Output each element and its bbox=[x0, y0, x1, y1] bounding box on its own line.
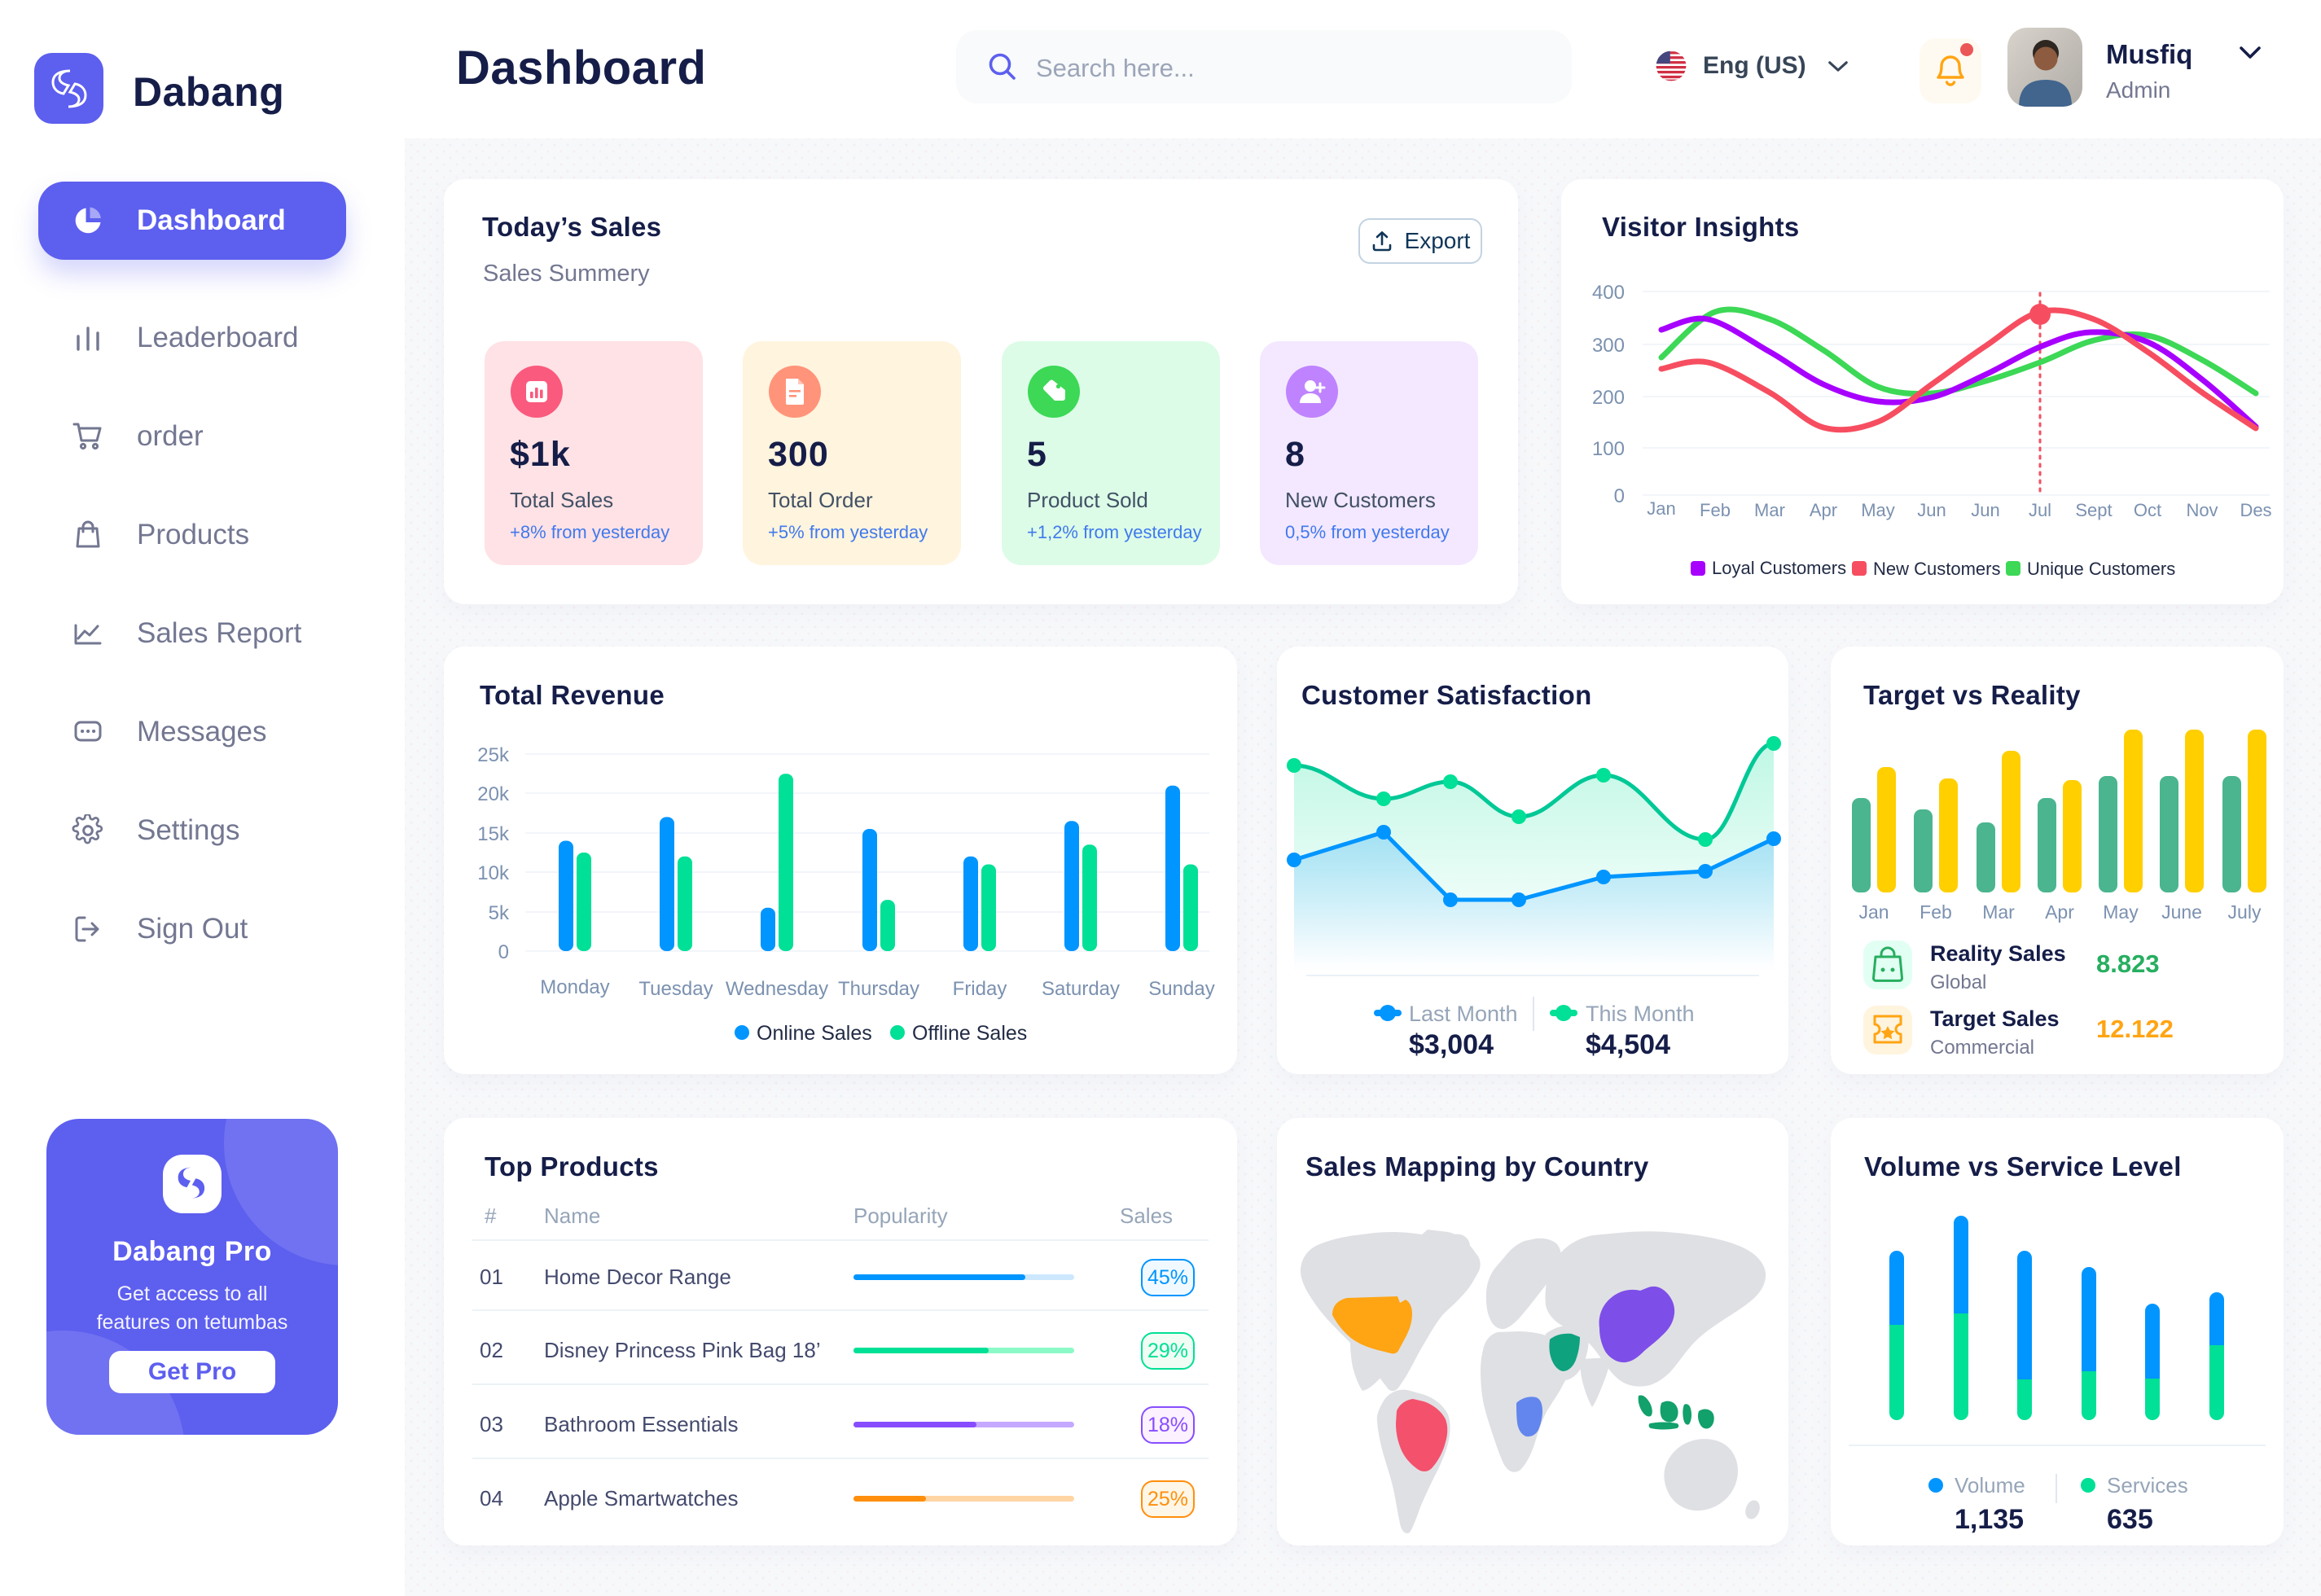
svg-text:Mar: Mar bbox=[1982, 901, 2015, 923]
svg-text:Target Sales: Target Sales bbox=[1930, 1006, 2060, 1031]
svg-text:Services: Services bbox=[2107, 1473, 2188, 1497]
svg-text:Thursday: Thursday bbox=[838, 978, 919, 1000]
svg-text:45%: 45% bbox=[1147, 1266, 1188, 1289]
svg-text:$3,004: $3,004 bbox=[1409, 1029, 1494, 1060]
svg-text:July: July bbox=[2228, 901, 2262, 923]
svg-text:200: 200 bbox=[1592, 387, 1625, 409]
svg-text:Home Decor Range: Home Decor Range bbox=[544, 1265, 731, 1289]
svg-text:Saturday: Saturday bbox=[1042, 978, 1120, 1000]
svg-text:20k: 20k bbox=[477, 783, 510, 805]
svg-text:Friday: Friday bbox=[953, 978, 1007, 1000]
svg-text:Feb: Feb bbox=[1920, 901, 1952, 923]
svg-text:Apr: Apr bbox=[1810, 500, 1837, 520]
svg-text:8.823: 8.823 bbox=[2096, 949, 2160, 978]
svg-text:Jan: Jan bbox=[1647, 498, 1675, 519]
svg-text:New Customers: New Customers bbox=[1873, 559, 2000, 579]
svg-text:0: 0 bbox=[498, 941, 509, 963]
svg-text:Nov: Nov bbox=[2186, 500, 2218, 520]
svg-text:Reality Sales: Reality Sales bbox=[1930, 941, 2066, 966]
svg-text:This Month: This Month bbox=[1586, 1002, 1695, 1026]
svg-text:Volume: Volume bbox=[1955, 1473, 2025, 1497]
svg-text:02: 02 bbox=[480, 1338, 503, 1362]
svg-text:May: May bbox=[1861, 500, 1895, 520]
svg-text:25k: 25k bbox=[477, 744, 510, 766]
svg-text:Jul: Jul bbox=[2029, 500, 2051, 520]
svg-text:Oct: Oct bbox=[2134, 500, 2161, 520]
svg-text:Feb: Feb bbox=[1700, 500, 1731, 520]
svg-text:Sales: Sales bbox=[1120, 1204, 1173, 1228]
svg-text:04: 04 bbox=[480, 1486, 503, 1510]
svg-text:18%: 18% bbox=[1147, 1414, 1188, 1436]
svg-text:$4,504: $4,504 bbox=[1586, 1029, 1670, 1060]
svg-text:Offline Sales: Offline Sales bbox=[912, 1022, 1027, 1045]
svg-text:10k: 10k bbox=[477, 862, 510, 884]
svg-text:03: 03 bbox=[480, 1412, 503, 1436]
svg-text:25%: 25% bbox=[1147, 1488, 1188, 1510]
svg-text:Des: Des bbox=[2240, 500, 2271, 520]
svg-text:Mar: Mar bbox=[1754, 500, 1785, 520]
svg-text:Commercial: Commercial bbox=[1930, 1037, 2034, 1059]
svg-text:Tuesday: Tuesday bbox=[638, 978, 713, 1000]
svg-text:635: 635 bbox=[2107, 1504, 2153, 1535]
svg-text:#: # bbox=[485, 1204, 497, 1228]
svg-text:Online Sales: Online Sales bbox=[757, 1022, 872, 1045]
svg-text:Jan: Jan bbox=[1858, 901, 1889, 923]
svg-text:June: June bbox=[2161, 901, 2202, 923]
svg-text:300: 300 bbox=[1592, 335, 1625, 357]
svg-text:5k: 5k bbox=[489, 902, 510, 924]
svg-text:0: 0 bbox=[1614, 485, 1625, 507]
svg-text:Popularity: Popularity bbox=[853, 1204, 948, 1228]
svg-text:Wednesday: Wednesday bbox=[726, 978, 828, 1000]
svg-text:Unique Customers: Unique Customers bbox=[2027, 559, 2175, 579]
svg-text:100: 100 bbox=[1592, 438, 1625, 460]
svg-text:Bathroom Essentials: Bathroom Essentials bbox=[544, 1412, 738, 1436]
svg-text:May: May bbox=[2103, 901, 2139, 923]
svg-text:Name: Name bbox=[544, 1204, 600, 1228]
svg-text:Global: Global bbox=[1930, 971, 1986, 993]
svg-text:Apr: Apr bbox=[2045, 901, 2074, 923]
svg-text:1,135: 1,135 bbox=[1955, 1504, 2024, 1535]
svg-text:Disney Princess Pink Bag 18’: Disney Princess Pink Bag 18’ bbox=[544, 1338, 821, 1362]
svg-text:Apple Smartwatches: Apple Smartwatches bbox=[544, 1486, 738, 1510]
svg-text:Sept: Sept bbox=[2075, 500, 2112, 520]
svg-text:Jun: Jun bbox=[1971, 500, 1999, 520]
svg-text:Last Month: Last Month bbox=[1409, 1002, 1518, 1026]
svg-text:400: 400 bbox=[1592, 282, 1625, 304]
svg-text:29%: 29% bbox=[1147, 1340, 1188, 1362]
svg-text:Loyal Customers: Loyal Customers bbox=[1712, 558, 1846, 578]
svg-text:Monday: Monday bbox=[540, 976, 609, 998]
svg-text:01: 01 bbox=[480, 1265, 503, 1289]
svg-text:15k: 15k bbox=[477, 823, 510, 845]
svg-text:Sunday: Sunday bbox=[1148, 978, 1214, 1000]
svg-text:12.122: 12.122 bbox=[2096, 1015, 2174, 1043]
svg-text:Jun: Jun bbox=[1917, 500, 1946, 520]
